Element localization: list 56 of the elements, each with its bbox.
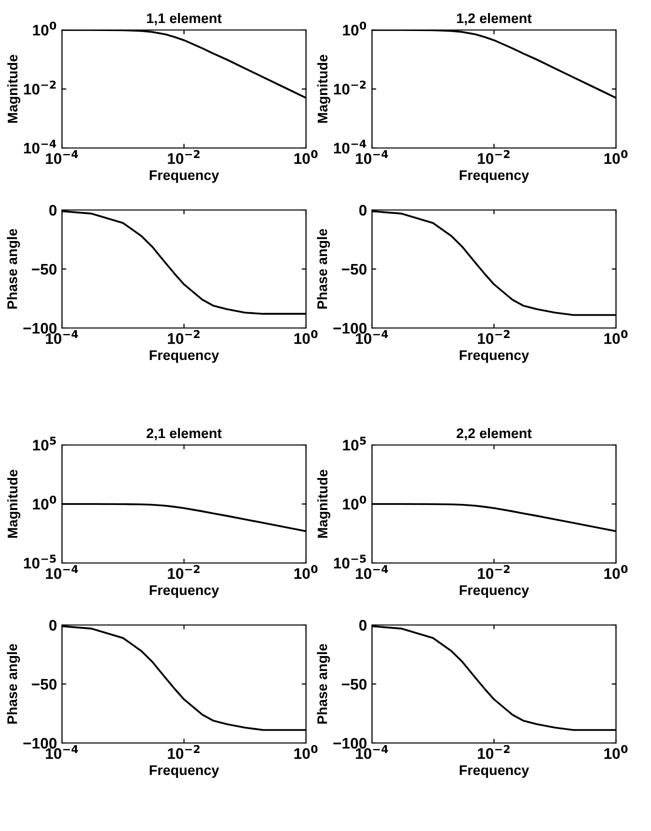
y-tick-label: 0 <box>49 204 57 216</box>
y-tick-label: 10$^{0}$ <box>33 22 56 36</box>
y-tick-label: −50 <box>342 678 367 690</box>
x-axis-title: Frequency <box>150 765 220 778</box>
y-axis-title: Magnitude <box>7 470 20 538</box>
y-axis-title: Magnitude <box>7 54 20 123</box>
y-axis-title: Magnitude <box>317 54 330 123</box>
x-axis-title: Frequency <box>460 350 530 363</box>
y-tick-label: 10$^{−4}$ <box>334 140 366 154</box>
x-tick-label: 10$^{0}$ <box>604 330 628 344</box>
y-tick-label: 10$^{−2}$ <box>334 80 366 95</box>
x-axis-title: Frequency <box>150 350 220 363</box>
y-tick-label: 10$^{−5}$ <box>24 554 56 569</box>
x-tick-label: 10$^{0}$ <box>604 745 628 759</box>
x-tick-label: 10$^{−2}$ <box>478 745 510 759</box>
y-tick-label: 10$^{−2}$ <box>24 80 56 95</box>
chart-title: 2,1 element <box>146 428 222 440</box>
y-tick-label: 10$^{0}$ <box>343 496 366 510</box>
x-axis-title: Frequency <box>150 585 220 598</box>
y-tick-label: 0 <box>359 620 367 631</box>
x-tick-label: 10$^{0}$ <box>294 150 318 164</box>
y-tick-label: 10$^{0}$ <box>343 22 366 36</box>
y-axis-title: Phase angle <box>6 644 20 724</box>
y-axis-title: Phase angle <box>6 228 20 309</box>
x-axis-title: Frequency <box>460 585 530 598</box>
x-tick-label: 10$^{−2}$ <box>168 745 200 759</box>
chart-title: 2,2 element <box>456 428 532 440</box>
x-tick-label: 10$^{−2}$ <box>168 565 200 579</box>
y-tick-label: 10$^{5}$ <box>33 436 56 451</box>
x-tick-label: 10$^{−2}$ <box>168 330 200 344</box>
x-axis-title: Frequency <box>460 765 530 778</box>
y-tick-label: 10$^{0}$ <box>33 496 56 510</box>
x-axis-title: Frequency <box>460 170 530 183</box>
x-tick-label: 10$^{0}$ <box>604 565 628 579</box>
x-tick-label: 10$^{0}$ <box>294 330 318 344</box>
x-tick-label: 10$^{−2}$ <box>168 150 200 164</box>
y-tick-label: 10$^{−5}$ <box>334 554 366 569</box>
y-axis-title: Phase angle <box>316 644 330 724</box>
chart-title: 1,2 element <box>457 12 532 26</box>
x-tick-label: 10$^{−2}$ <box>478 330 510 344</box>
y-tick-label: 10$^{5}$ <box>343 436 366 451</box>
x-tick-label: 10$^{0}$ <box>604 150 628 164</box>
x-tick-label: 10$^{0}$ <box>294 745 318 759</box>
y-tick-label: 0 <box>359 204 367 216</box>
x-axis-title: Frequency <box>150 170 220 183</box>
x-tick-label: 10$^{−2}$ <box>478 565 510 579</box>
y-tick-label: 0 <box>49 620 57 631</box>
y-tick-label: −50 <box>32 678 57 690</box>
y-axis-title: Phase angle <box>316 228 330 309</box>
x-tick-label: 10$^{0}$ <box>294 565 318 579</box>
chart-title: 1,1 element <box>147 12 222 26</box>
y-tick-label: −50 <box>342 264 367 275</box>
y-tick-label: −50 <box>32 264 57 275</box>
x-tick-label: 10$^{−2}$ <box>478 150 510 164</box>
y-axis-title: Magnitude <box>317 470 330 538</box>
y-tick-label: 10$^{−4}$ <box>24 140 56 154</box>
